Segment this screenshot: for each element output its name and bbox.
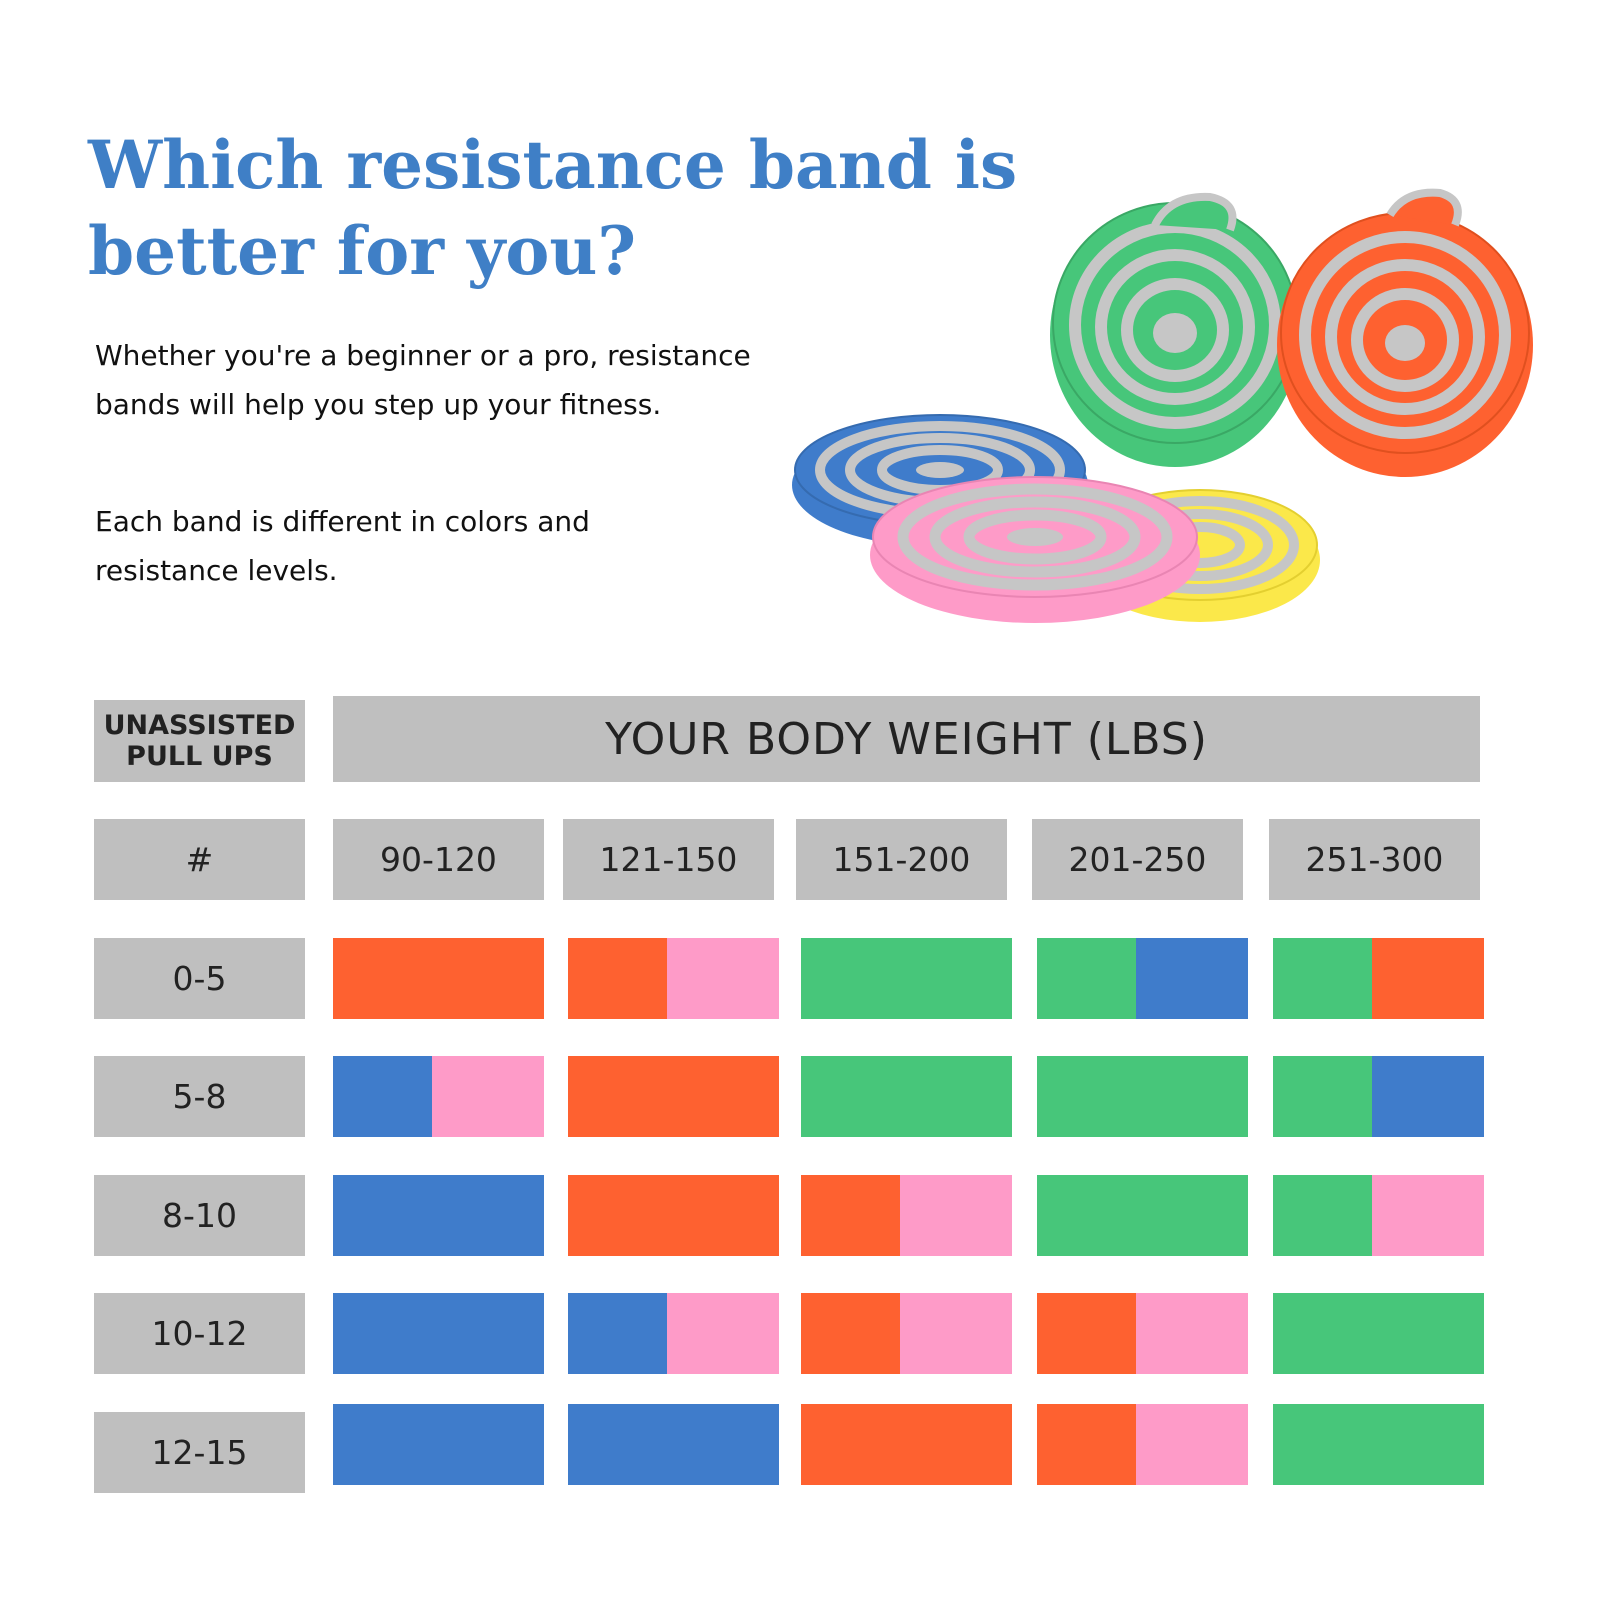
body-weight-header: YOUR BODY WEIGHT (LBS): [333, 696, 1480, 782]
green-band-segment: [801, 1056, 1012, 1137]
band-swatch: [801, 938, 1012, 1019]
green-band-segment: [1273, 1293, 1484, 1374]
band-swatch: [1273, 1175, 1484, 1256]
orange-band-segment: [568, 1056, 779, 1137]
band-swatch: [1037, 1404, 1248, 1485]
band-swatch: [568, 1056, 779, 1137]
pink-band-segment: [667, 1293, 779, 1374]
blue-band-segment: [568, 1293, 668, 1374]
pullups-range-cell: 12-15: [94, 1412, 305, 1493]
band-swatch: [568, 1404, 779, 1485]
orange-band-segment: [568, 1175, 779, 1256]
band-swatch: [801, 1175, 1012, 1256]
pink-band-segment: [900, 1293, 1012, 1374]
blue-band-segment: [333, 1293, 544, 1374]
orange-band-segment: [1037, 1404, 1137, 1485]
band-swatch: [1037, 1175, 1248, 1256]
orange-band-segment: [801, 1404, 1012, 1485]
band-swatch: [333, 1293, 544, 1374]
band-swatch: [1037, 1293, 1248, 1374]
band-swatch: [1037, 938, 1248, 1019]
band-swatch: [1037, 1056, 1248, 1137]
pull-ups-header-label: UNASSISTED PULL UPS: [103, 710, 296, 772]
blue-band-segment: [1136, 938, 1248, 1019]
green-band-segment: [801, 938, 1012, 1019]
band-swatch: [1273, 1293, 1484, 1374]
body-weight-header-label: YOUR BODY WEIGHT (LBS): [605, 713, 1208, 765]
pink-band-coil: [870, 476, 1200, 623]
band-swatch: [801, 1404, 1012, 1485]
band-swatch: [1273, 1404, 1484, 1485]
orange-band-coil: [1277, 188, 1533, 477]
pullups-range-cell: 0-5: [94, 938, 305, 1019]
band-swatch: [1273, 1056, 1484, 1137]
weight-cell: 90-120: [333, 819, 544, 900]
resistance-bands-image: [792, 188, 1533, 623]
orange-band-segment: [801, 1293, 901, 1374]
band-swatch: [333, 938, 544, 1019]
pullups-range-label: 0-5: [172, 959, 227, 998]
pink-band-segment: [667, 938, 779, 1019]
band-swatch: [333, 1056, 544, 1137]
band-swatch: [568, 1293, 779, 1374]
pullups-range-cell: 5-8: [94, 1056, 305, 1137]
pullups-range-label: 10-12: [151, 1314, 248, 1353]
blue-band-segment: [333, 1056, 433, 1137]
pink-band-segment: [1136, 1293, 1248, 1374]
weight-label: 251-300: [1305, 840, 1444, 879]
pink-band-segment: [1372, 1175, 1484, 1256]
pink-band-segment: [1136, 1404, 1248, 1485]
orange-band-segment: [801, 1175, 901, 1256]
weight-cell: 121-150: [563, 819, 774, 900]
green-band-segment: [1273, 938, 1373, 1019]
orange-band-segment: [1372, 938, 1484, 1019]
band-swatch: [333, 1175, 544, 1256]
band-swatch: [801, 1293, 1012, 1374]
blue-band-segment: [333, 1175, 544, 1256]
band-swatch: [568, 1175, 779, 1256]
weight-label: 90-120: [380, 840, 497, 879]
hash-cell: #: [94, 819, 305, 900]
green-band-segment: [1273, 1404, 1484, 1485]
green-band-segment: [1037, 938, 1137, 1019]
blue-band-segment: [333, 1404, 544, 1485]
pullups-range-cell: 10-12: [94, 1293, 305, 1374]
band-swatch: [1273, 938, 1484, 1019]
orange-band-segment: [1037, 1293, 1137, 1374]
intro-paragraph-2: Each band is different in colors and res…: [95, 505, 590, 587]
weight-label: 121-150: [599, 840, 738, 879]
band-swatch: [801, 1056, 1012, 1137]
green-band-segment: [1037, 1056, 1248, 1137]
blue-band-segment: [568, 1404, 779, 1485]
weight-cell: 201-250: [1032, 819, 1243, 900]
orange-band-segment: [568, 938, 668, 1019]
pullups-range-label: 8-10: [162, 1196, 237, 1235]
pullups-range-cell: 8-10: [94, 1175, 305, 1256]
green-band-segment: [1273, 1175, 1373, 1256]
pink-band-segment: [432, 1056, 544, 1137]
pink-band-segment: [900, 1175, 1012, 1256]
pullups-range-label: 5-8: [172, 1077, 227, 1116]
band-swatch: [568, 938, 779, 1019]
green-band-segment: [1273, 1056, 1373, 1137]
orange-band-segment: [333, 938, 544, 1019]
pullups-range-label: 12-15: [151, 1433, 248, 1472]
weight-cell: 251-300: [1269, 819, 1480, 900]
weight-label: 151-200: [832, 840, 971, 879]
blue-band-segment: [1372, 1056, 1484, 1137]
weight-cell: 151-200: [796, 819, 1007, 900]
hash-label: #: [185, 840, 214, 879]
green-band-segment: [1037, 1175, 1248, 1256]
pull-ups-header: UNASSISTED PULL UPS: [94, 700, 305, 782]
page-title: Which resistance band is better for you?: [88, 126, 1018, 290]
intro-paragraph-1: Whether you're a beginner or a pro, resi…: [95, 339, 751, 421]
green-band-coil: [1050, 192, 1300, 467]
weight-label: 201-250: [1068, 840, 1207, 879]
band-swatch: [333, 1404, 544, 1485]
